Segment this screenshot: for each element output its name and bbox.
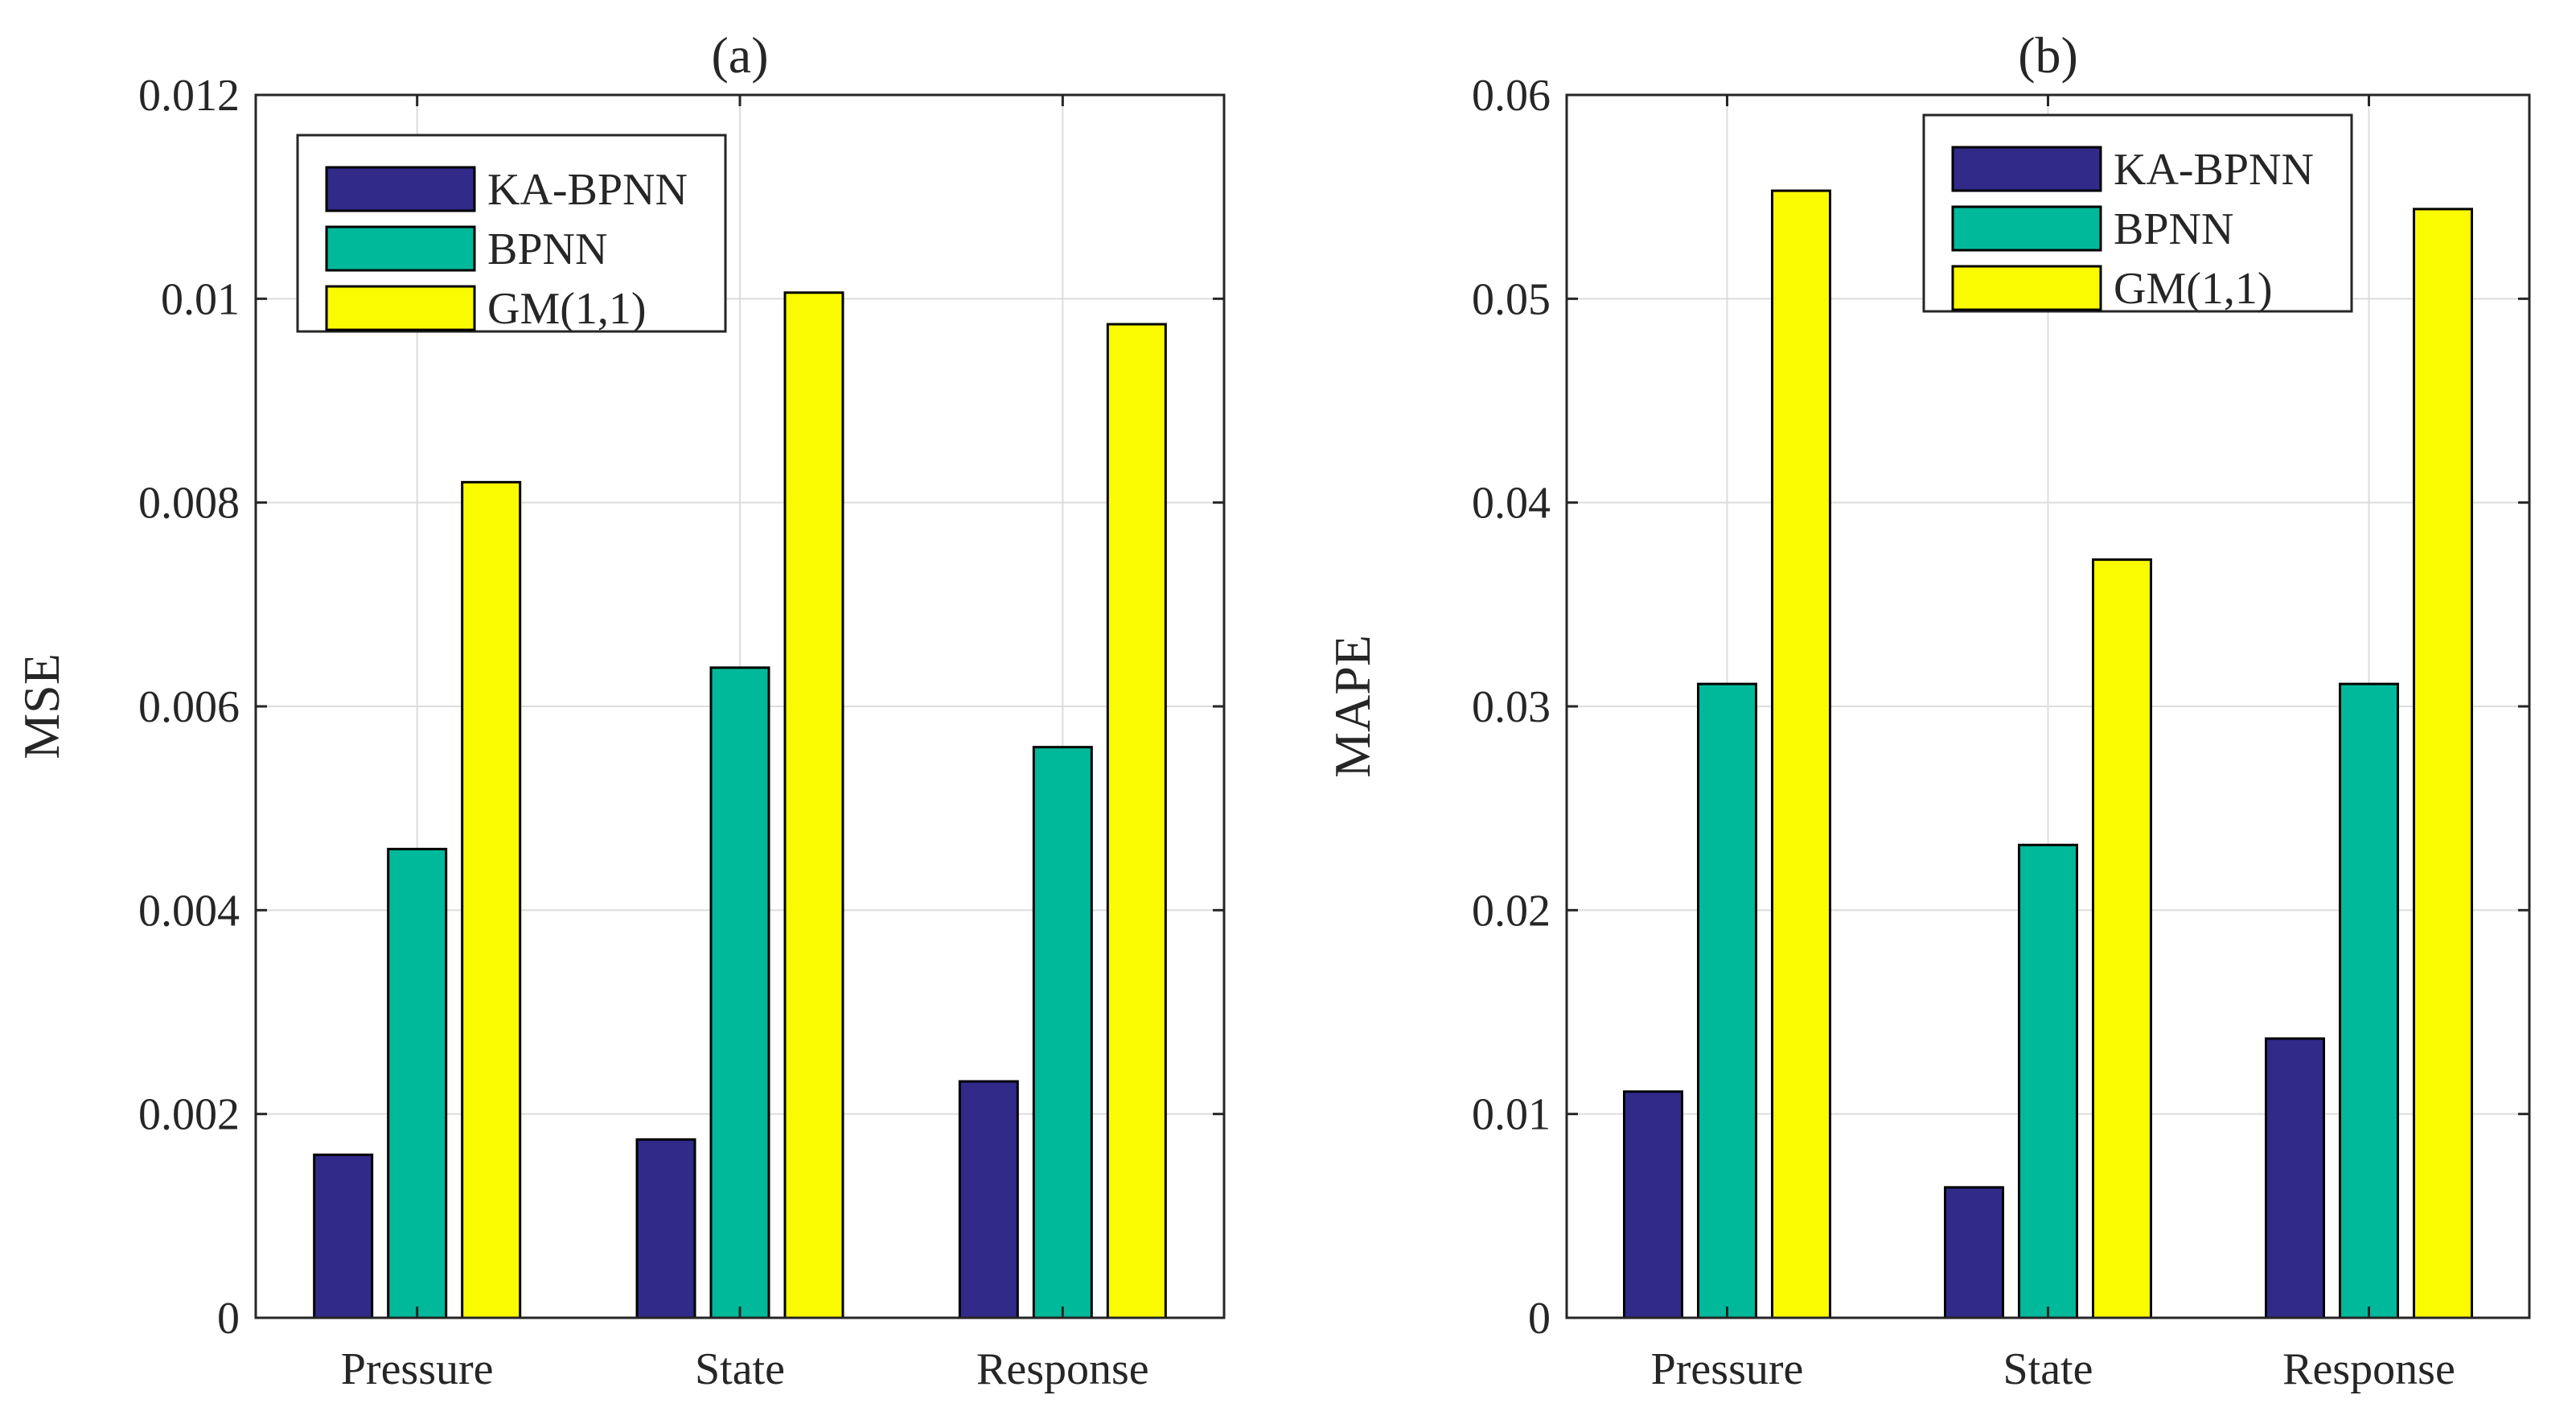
legend-item-ka-bpnn: KA-BPNN xyxy=(1951,145,2314,195)
y-tick-label: 0.01 xyxy=(1472,1090,1551,1140)
bar-bpnn-pressure xyxy=(387,847,448,1319)
bar-ka-bpnn-response xyxy=(958,1080,1019,1319)
legend-swatch xyxy=(325,225,476,272)
x-tick-label: Response xyxy=(976,1344,1149,1394)
legend-label: GM(1,1) xyxy=(487,284,647,334)
y-axis-label: MSE xyxy=(13,653,70,759)
legend-swatch xyxy=(1951,205,2102,252)
x-tick-label: Pressure xyxy=(1651,1344,1804,1394)
y-ticks: 0 0.002 0.004 0.006 0.008 0.01 0.012 xyxy=(138,71,1224,1344)
legend-swatch xyxy=(1951,265,2102,311)
y-tick-label: 0.05 xyxy=(1472,274,1551,324)
y-tick-label: 0.01 xyxy=(161,274,240,324)
panel-b: (b) MAPE 0 0.01 0.02 0.03 0.04 0.05 0.06 Press… xyxy=(1324,27,2531,1394)
legend-swatch xyxy=(1951,146,2102,192)
y-tick-label: 0.02 xyxy=(1472,886,1551,936)
x-tick-label: Pressure xyxy=(341,1344,494,1394)
bar-bpnn-response xyxy=(1032,746,1093,1319)
bar-gm-1-1-state xyxy=(2092,558,2152,1319)
bar-ka-bpnn-pressure xyxy=(313,1153,374,1319)
legend-label: GM(1,1) xyxy=(2114,264,2273,314)
legend-label: KA-BPNN xyxy=(2114,145,2314,195)
x-tick-label: State xyxy=(2003,1344,2093,1394)
legend-label: BPNN xyxy=(487,224,607,274)
legend-swatch xyxy=(325,166,476,212)
panel-a: (a) MSE 0 0.002 0.004 0.006 0.008 0.01 0.012 P… xyxy=(13,27,1226,1394)
bar-gm-1-1-response xyxy=(1106,323,1167,1319)
x-ticks: Pressure State Response xyxy=(1651,95,2455,1394)
y-tick-label: 0.06 xyxy=(1472,71,1551,121)
legend-item-ka-bpnn: KA-BPNN xyxy=(325,165,688,215)
legend-item-gm11: GM(1,1) xyxy=(325,284,647,334)
legend-item-gm11: GM(1,1) xyxy=(1951,264,2273,314)
bars xyxy=(1623,189,2473,1319)
y-tick-label: 0.04 xyxy=(1472,479,1551,529)
y-axis-label: MAPE xyxy=(1324,635,1381,778)
bar-gm-1-1-response xyxy=(2413,208,2473,1319)
chart-title: (a) xyxy=(711,27,768,84)
bar-ka-bpnn-state xyxy=(635,1138,696,1319)
y-tick-label: 0.03 xyxy=(1472,682,1551,732)
y-tick-label: 0.002 xyxy=(138,1090,240,1140)
x-tick-label: State xyxy=(695,1344,785,1394)
legend: KA-BPNN BPNN GM(1,1) xyxy=(1922,113,2353,314)
legend-label: BPNN xyxy=(2114,204,2233,254)
bar-ka-bpnn-state xyxy=(1944,1186,2004,1319)
x-ticks: Pressure State Response xyxy=(341,95,1149,1394)
bar-ka-bpnn-response xyxy=(2265,1037,2325,1319)
bar-ka-bpnn-pressure xyxy=(1623,1090,1683,1319)
bar-bpnn-response xyxy=(2339,682,2399,1319)
bar-bpnn-state xyxy=(709,666,770,1319)
legend-label: KA-BPNN xyxy=(487,165,688,215)
y-tick-label: 0.004 xyxy=(138,886,240,936)
legend-item-bpnn: BPNN xyxy=(325,224,607,274)
bar-bpnn-state xyxy=(2018,843,2078,1319)
bar-gm-1-1-pressure xyxy=(461,480,522,1319)
y-ticks: 0 0.01 0.02 0.03 0.04 0.05 0.06 xyxy=(1472,71,2529,1344)
bar-gm-1-1-pressure xyxy=(1771,189,1831,1319)
y-tick-label: 0 xyxy=(1528,1294,1551,1344)
x-tick-label: Response xyxy=(2282,1344,2455,1394)
bar-gm-1-1-state xyxy=(783,291,844,1319)
y-tick-label: 0.006 xyxy=(138,682,240,732)
bar-bpnn-pressure xyxy=(1697,682,1757,1319)
legend-item-bpnn: BPNN xyxy=(1951,204,2233,254)
y-tick-label: 0.012 xyxy=(138,71,240,121)
y-tick-label: 0.008 xyxy=(138,479,240,529)
legend: KA-BPNN BPNN GM(1,1) xyxy=(296,134,727,334)
chart-title: (b) xyxy=(2018,27,2078,84)
y-tick-label: 0 xyxy=(217,1294,240,1344)
legend-swatch xyxy=(325,285,476,331)
